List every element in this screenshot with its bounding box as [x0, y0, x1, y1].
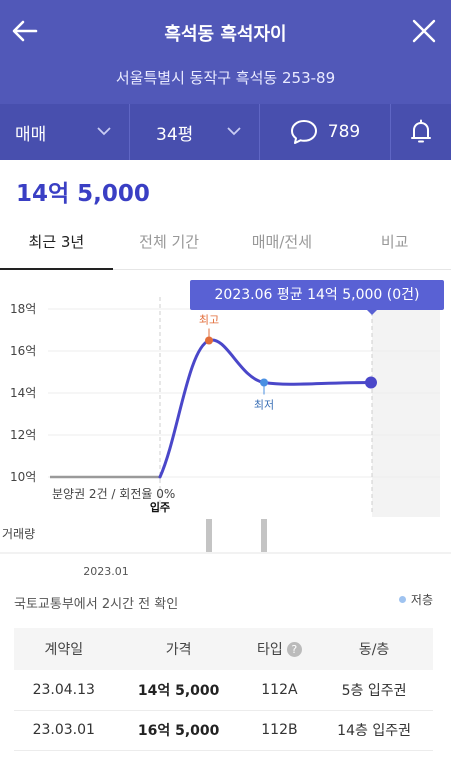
price-series-line	[158, 338, 373, 479]
size-select[interactable]: 34평	[130, 104, 260, 160]
col-type: 타입?	[243, 628, 316, 670]
period-tabs: 최근 3년 전체 기간 매매/전세 비교	[0, 216, 451, 270]
y-tick-label: 16억	[10, 344, 36, 358]
table-row[interactable]: 23.03.01 16억 5,000 112B 14층 입주권	[14, 710, 433, 751]
comments-button[interactable]: 789	[260, 104, 391, 160]
cell-type: 112B	[243, 710, 316, 751]
tab-all-period[interactable]: 전체 기간	[139, 233, 200, 251]
comment-count: 789	[327, 122, 361, 142]
col-price: 가격	[113, 628, 244, 670]
source-note: 국토교통부에서 2시간 전 확인	[14, 597, 179, 612]
transaction-table: 계약일 가격 타입? 동/층 23.04.13 14억 5,000 112A 5…	[14, 628, 433, 751]
volume-bar	[206, 519, 212, 552]
cell-price: 16억 5,000	[113, 710, 244, 751]
legend-dot	[398, 596, 406, 603]
chevron-down-icon	[97, 127, 111, 136]
cell-price: 14억 5,000	[113, 670, 244, 711]
col-contract-date: 계약일	[14, 628, 114, 670]
cell-type: 112A	[243, 670, 316, 711]
high-point	[205, 336, 213, 345]
col-floor: 동/층	[315, 628, 433, 670]
header: 흑석동 흑석자이 서울특별시 동작구 흑석동 253-89	[0, 0, 451, 104]
current-point	[365, 376, 377, 389]
help-icon[interactable]: ?	[286, 642, 302, 657]
presale-label: 분양권 2건 / 회전율 0%	[52, 487, 175, 501]
cell-date: 23.03.01	[14, 710, 114, 751]
page-title: 흑석동 흑석자이	[164, 24, 287, 45]
y-tick-label: 10억	[10, 470, 36, 484]
speech-bubble-icon	[290, 120, 317, 144]
x-tick-label: 2023.01	[83, 565, 129, 578]
y-tick-label: 14억	[10, 386, 36, 400]
deal-type-select[interactable]: 매매	[0, 104, 130, 160]
cell-floor: 5층 입주권	[315, 670, 433, 711]
arrow-left-icon[interactable]	[10, 16, 40, 46]
cell-date: 23.04.13	[14, 670, 114, 711]
volume-label: 거래량	[2, 527, 35, 541]
y-tick-label: 12억	[10, 428, 36, 442]
close-icon[interactable]	[411, 18, 437, 44]
col-type-label: 타입	[257, 642, 283, 658]
size-label: 34평	[156, 124, 194, 145]
move-in-label: 입주	[150, 501, 170, 514]
y-tick-label: 18억	[10, 302, 36, 316]
tab-compare[interactable]: 비교	[380, 233, 409, 251]
high-label: 최고	[199, 314, 219, 327]
table-row[interactable]: 23.04.13 14억 5,000 112A 5층 입주권	[14, 670, 433, 711]
tab-sale-jeonse[interactable]: 매매/전세	[251, 233, 312, 251]
legend: 저층	[398, 591, 433, 608]
bell-icon	[411, 119, 431, 143]
notification-button[interactable]	[391, 104, 451, 160]
deal-type-label: 매매	[15, 124, 47, 145]
future-region	[372, 297, 440, 517]
filter-bar: 매매 34평 789	[0, 104, 451, 160]
low-label: 최저	[254, 399, 274, 412]
volume-bar	[261, 519, 267, 552]
chevron-down-icon	[227, 127, 241, 136]
legend-label: 저층	[410, 593, 433, 607]
tooltip-tail	[366, 309, 378, 315]
table-header-row: 계약일 가격 타입? 동/층	[14, 628, 433, 670]
cell-floor: 14층 입주권	[315, 710, 433, 751]
address: 서울특별시 동작구 흑석동 253-89	[115, 69, 336, 87]
tab-recent-3-years[interactable]: 최근 3년	[0, 216, 113, 270]
chart-tooltip: 2023.06 평균 14억 5,000 (0건)	[190, 280, 444, 310]
current-price: 14억 5,000	[16, 181, 150, 207]
